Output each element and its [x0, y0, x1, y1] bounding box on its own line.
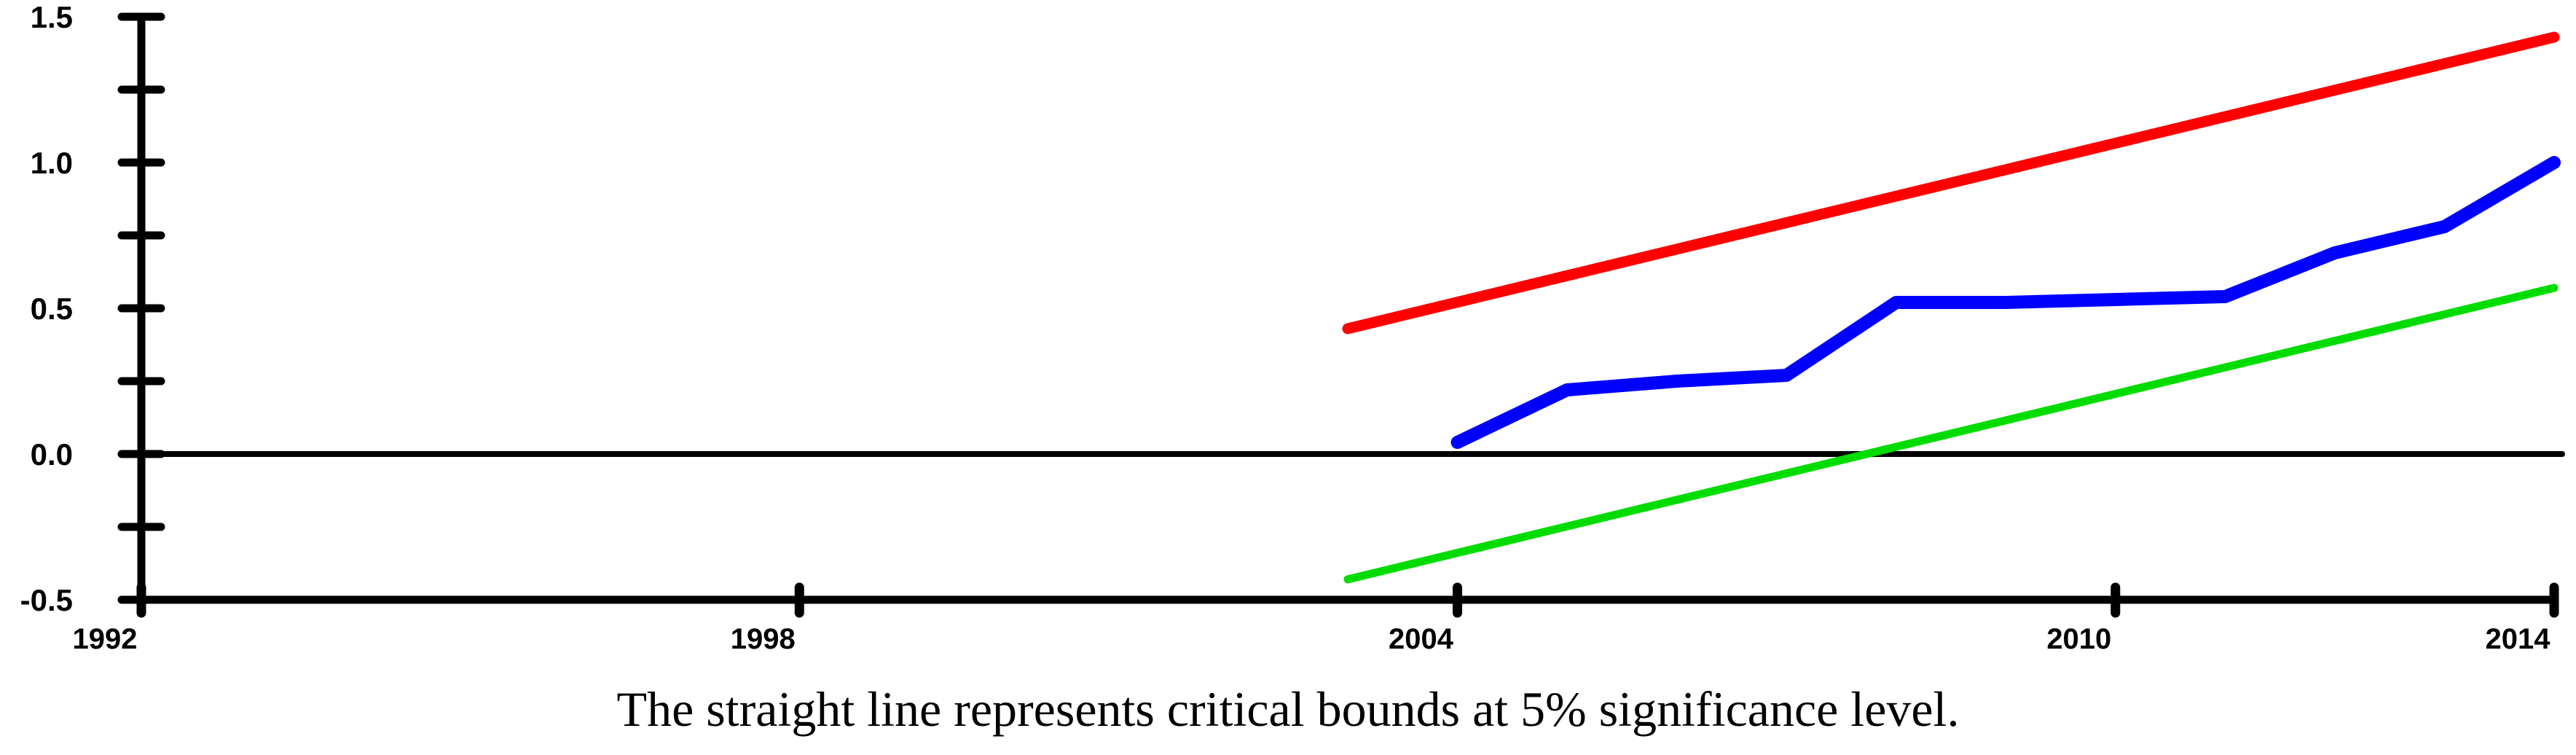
y-axis-tick-label: 0.0 — [31, 437, 73, 472]
x-axis-tick-label: 2014 — [2486, 623, 2551, 655]
x-axis-tick-label: 1998 — [731, 623, 796, 655]
upper-critical-bound-line — [1342, 31, 2560, 335]
y-axis-tick-label: -0.5 — [20, 583, 73, 617]
x-axis-tick-label: 2010 — [2046, 623, 2111, 655]
chart-caption: The straight line represents critical bo… — [616, 681, 1960, 737]
y-axis-tick-label: 1.0 — [31, 146, 73, 180]
x-axis-tick-label: 2004 — [1389, 623, 1454, 655]
lower-critical-bound-line — [1343, 283, 2559, 584]
y-axis-tick-label: 0.5 — [31, 292, 73, 326]
x-axis-tick-label: 1992 — [73, 623, 138, 655]
test-statistic-line — [1450, 156, 2561, 449]
y-axis-tick-label: 1.5 — [31, 0, 73, 34]
